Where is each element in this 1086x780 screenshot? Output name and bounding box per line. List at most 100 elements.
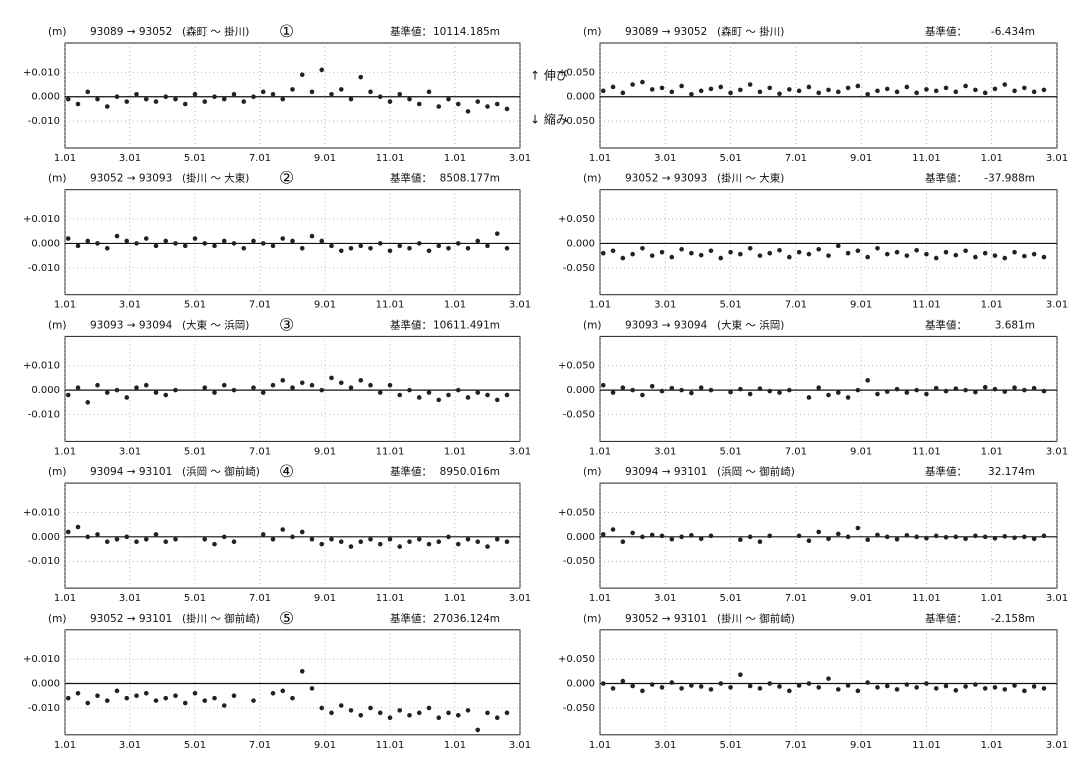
data-point	[358, 712, 364, 718]
data-point	[329, 710, 334, 716]
data-point	[630, 387, 635, 393]
route: 93089 → 93052	[90, 26, 172, 38]
data-point	[436, 539, 442, 545]
base-value: 3.681m	[995, 319, 1035, 331]
data-point	[914, 90, 919, 96]
x-tick-label: 11.01	[376, 740, 405, 751]
base-label: 基準値：	[390, 612, 432, 625]
data-point	[610, 390, 616, 395]
unit: (m)	[48, 613, 66, 625]
data-point	[65, 96, 71, 102]
data-point	[933, 255, 939, 261]
y-tick-label: +0.050	[558, 214, 595, 225]
data-point	[143, 96, 149, 102]
data-point	[796, 249, 802, 255]
data-point	[202, 536, 208, 542]
data-point	[855, 525, 861, 531]
data-point	[134, 539, 139, 545]
x-tick-label: 1.01	[589, 446, 611, 457]
data-point	[192, 91, 198, 97]
data-point	[757, 89, 763, 95]
data-point	[620, 539, 626, 545]
data-point	[104, 246, 110, 251]
data-point	[407, 246, 412, 251]
data-point	[202, 99, 208, 104]
data-point	[963, 684, 968, 689]
data-point	[767, 85, 773, 91]
data-point	[494, 715, 500, 721]
data-point	[319, 387, 325, 393]
data-point	[475, 238, 481, 244]
data-point	[708, 86, 714, 92]
data-point	[446, 534, 451, 540]
data-point	[358, 243, 364, 249]
data-point	[290, 385, 295, 390]
data-point	[143, 382, 149, 388]
base-label: 基準値：	[925, 25, 967, 38]
x-tick-label: 5.01	[184, 593, 206, 604]
data-point	[407, 387, 412, 393]
data-point	[1022, 253, 1027, 259]
x-tick-label: 7.01	[249, 446, 271, 457]
data-point	[1012, 88, 1017, 94]
data-point	[397, 91, 403, 97]
data-point	[806, 538, 812, 544]
data-point	[75, 385, 81, 390]
data-point	[973, 389, 978, 395]
data-point	[387, 715, 393, 721]
data-point	[387, 248, 393, 254]
data-point	[397, 243, 403, 249]
data-point	[1041, 533, 1047, 539]
x-tick-label: 5.01	[184, 446, 206, 457]
data-point	[202, 241, 208, 246]
data-point	[649, 682, 655, 687]
x-tick-label: 1.01	[981, 153, 1003, 164]
data-point	[358, 74, 364, 80]
data-point	[260, 241, 266, 246]
y-tick-label: +0.050	[558, 67, 595, 78]
data-point	[835, 243, 841, 249]
data-point	[718, 681, 724, 686]
data-point	[299, 72, 305, 78]
data-point	[436, 715, 442, 721]
y-tick-label: 0.000	[566, 385, 595, 396]
x-tick-label: 11.01	[376, 446, 405, 457]
y-tick-label: 0.000	[31, 532, 60, 543]
x-tick-label: 5.01	[719, 153, 741, 164]
y-tick-label: 0.000	[31, 385, 60, 396]
data-point	[659, 388, 665, 394]
data-point	[1002, 389, 1008, 394]
data-point	[153, 698, 159, 703]
data-point	[933, 88, 939, 94]
data-point	[728, 90, 733, 96]
base-value: 10611.491m	[433, 319, 500, 331]
data-point	[260, 532, 266, 537]
data-point	[485, 104, 490, 109]
data-point	[504, 246, 510, 251]
data-point	[455, 101, 461, 107]
data-point	[475, 390, 481, 395]
data-point	[95, 382, 100, 388]
data-point	[368, 89, 373, 95]
x-tick-label: 3.01	[119, 740, 141, 751]
data-point	[659, 85, 665, 91]
y-tick-label: -0.010	[28, 556, 60, 567]
data-point	[718, 255, 724, 261]
unit: (m)	[583, 466, 601, 478]
data-point	[387, 536, 393, 542]
data-point	[338, 703, 344, 708]
data-point	[299, 529, 305, 535]
data-point	[114, 387, 120, 393]
data-point	[679, 246, 684, 252]
data-point	[368, 246, 373, 251]
data-point	[669, 680, 675, 685]
data-point	[192, 690, 198, 696]
data-point	[173, 241, 178, 246]
data-point	[124, 534, 130, 540]
base-value: -37.988m	[984, 173, 1035, 185]
data-point	[212, 243, 217, 249]
data-point	[1031, 684, 1037, 689]
y-tick-label: 0.000	[31, 238, 60, 249]
data-point	[182, 243, 188, 249]
data-point	[182, 700, 188, 706]
